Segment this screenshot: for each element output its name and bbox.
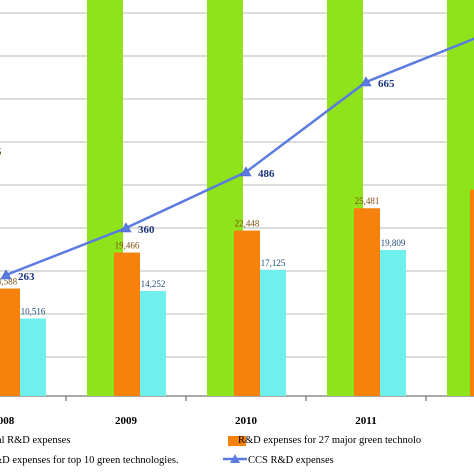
legend: tal R&D expenses R&D expenses for 27 majo… xyxy=(0,435,421,466)
data-label-top-10-2011: 19,809 xyxy=(381,238,406,248)
x-axis-ticks: 008 2009 2010 2011 xyxy=(0,415,377,427)
data-label-27-major-2011: 25,481 xyxy=(355,196,380,206)
ccs-point-2008 xyxy=(0,269,12,280)
bar-top-10-2009 xyxy=(140,290,166,396)
ccs-point-2011 xyxy=(360,76,372,87)
bar-27-major-2010 xyxy=(234,230,260,396)
bar-total-2012 xyxy=(447,0,474,397)
x-tick-label-2011: 2011 xyxy=(355,415,376,427)
bar-labels: 5124,145136,827148,528159,0644,58810,516… xyxy=(0,146,406,317)
ccs-point-2009 xyxy=(120,222,132,233)
ccs-point-2010 xyxy=(240,166,252,177)
bar-top-10-2011 xyxy=(380,250,406,396)
bar-top-10-2008 xyxy=(20,318,46,396)
legend-label-3: CCS R&D expenses xyxy=(248,455,334,466)
data-label-ccs-2008: 263 xyxy=(18,271,35,283)
data-label-ccs-2009: 360 xyxy=(138,224,155,236)
data-label-27-major-2009: 19,466 xyxy=(115,241,140,251)
data-label-ccs-2011: 665 xyxy=(378,78,395,90)
bars xyxy=(0,0,474,397)
data-label-top-10-2008: 10,516 xyxy=(21,307,46,317)
x-tick-label-2010: 2010 xyxy=(235,415,258,427)
ccs-line: 263 360 486 665 xyxy=(0,37,474,283)
x-tick-label-2009: 2009 xyxy=(115,415,138,427)
data-label-top-10-2010: 17,125 xyxy=(261,258,286,268)
legend-swatch-1 xyxy=(228,436,246,446)
bar-top-10-2010 xyxy=(260,269,286,396)
bar-27-major-2008 xyxy=(0,288,20,396)
data-label-27-major-2008: 4,588 xyxy=(0,276,18,286)
legend-label-2: &D expenses for top 10 green technologie… xyxy=(0,455,179,466)
x-tick-label-2008: 008 xyxy=(0,415,15,427)
data-label-27-major-2010: 22,448 xyxy=(235,219,260,229)
data-label-top-10-2009: 14,252 xyxy=(141,279,166,289)
legend-label-1: R&D expenses for 27 major green technolo xyxy=(238,435,421,446)
legend-marker-ccs xyxy=(230,454,240,463)
bar-27-major-2009 xyxy=(114,252,140,396)
bar-27-major-2011 xyxy=(354,208,380,396)
legend-label-0: tal R&D expenses xyxy=(0,435,70,446)
data-label-ccs-2010: 486 xyxy=(258,168,275,180)
bar-27-major-2012 xyxy=(470,189,474,396)
data-label-total-2008: 5 xyxy=(0,146,2,158)
